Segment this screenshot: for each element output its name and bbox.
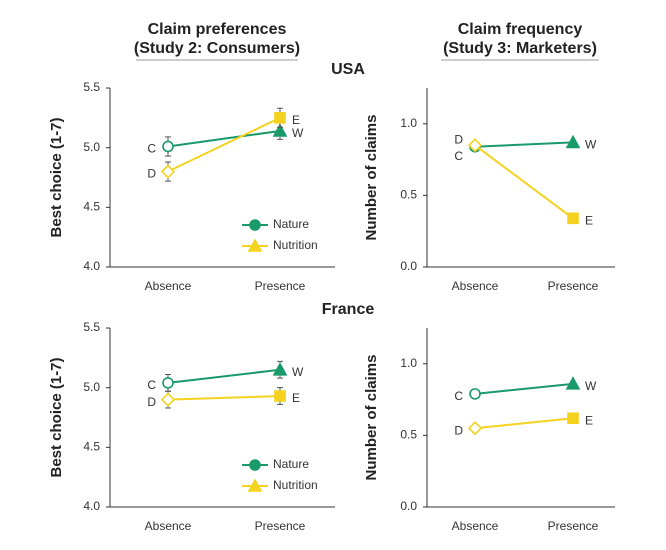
x-tick-label: Absence <box>145 519 192 533</box>
x-tick-label: Presence <box>548 279 599 293</box>
point-label: W <box>292 126 304 140</box>
legend-label: Nature <box>273 217 309 231</box>
point <box>467 138 483 153</box>
series-line <box>474 141 574 148</box>
point <box>160 164 176 179</box>
point <box>467 421 483 436</box>
y-tick-label: 5.0 <box>83 380 100 394</box>
point-label: C <box>147 378 156 392</box>
point-label: D <box>147 395 156 409</box>
y-tick-label: 1.0 <box>400 356 417 370</box>
series-line <box>167 368 281 384</box>
point <box>274 390 286 402</box>
y-tick-label: 4.5 <box>83 200 100 214</box>
point-label: E <box>292 391 300 405</box>
point <box>469 388 481 400</box>
point <box>567 212 579 225</box>
y-tick-label: 5.5 <box>83 80 100 94</box>
row-title: France <box>322 301 375 318</box>
y-tick-label: 5.0 <box>83 140 100 154</box>
y-tick-label: 0.5 <box>400 428 417 442</box>
point <box>565 134 581 149</box>
point <box>272 362 288 376</box>
y-tick-label: 4.5 <box>83 440 100 454</box>
point-label: E <box>292 113 300 127</box>
series-line <box>474 417 574 430</box>
point-label: E <box>585 213 593 227</box>
point-label: D <box>454 423 463 437</box>
column-subtitle: (Study 2: Consumers) <box>134 40 300 57</box>
point <box>272 123 288 137</box>
y-axis-label: Best choice (1-7) <box>48 357 65 477</box>
row-title: USA <box>331 61 365 78</box>
y-tick-label: 0.0 <box>400 499 417 513</box>
point-label: D <box>454 132 463 146</box>
x-tick-label: Presence <box>548 519 599 533</box>
series-line <box>167 129 281 148</box>
y-tick-label: 0.0 <box>400 259 417 273</box>
point-label: C <box>454 149 463 163</box>
point <box>162 377 174 389</box>
point-label: E <box>585 413 593 427</box>
point-label: W <box>292 365 304 379</box>
point <box>567 412 579 425</box>
point <box>249 459 261 471</box>
x-tick-label: Absence <box>452 519 499 533</box>
point-label: C <box>454 389 463 403</box>
series-line <box>474 144 574 220</box>
point <box>160 392 176 407</box>
series-line <box>474 382 574 395</box>
point-label: C <box>147 142 156 156</box>
legend-label: Nature <box>273 457 309 471</box>
y-tick-label: 5.5 <box>83 320 100 334</box>
legend-label: Nutrition <box>273 238 318 252</box>
y-axis-label: Best choice (1-7) <box>48 117 65 237</box>
point-label: W <box>585 379 597 393</box>
x-tick-label: Presence <box>255 279 306 293</box>
legend-label: Nutrition <box>273 478 318 492</box>
point <box>247 238 263 252</box>
series-line <box>167 116 281 173</box>
column-title: Claim preferences <box>148 21 287 38</box>
y-tick-label: 1.0 <box>400 116 417 130</box>
column-title: Claim frequency <box>458 21 583 38</box>
y-axis-label: Number of claims <box>363 355 380 481</box>
x-tick-label: Absence <box>452 279 499 293</box>
y-tick-label: 4.0 <box>83 259 100 273</box>
column-subtitle: (Study 3: Marketers) <box>443 40 597 57</box>
x-tick-label: Presence <box>255 519 306 533</box>
y-axis-label: Number of claims <box>363 115 380 241</box>
point <box>162 140 174 153</box>
point-label: W <box>585 138 597 152</box>
point <box>249 219 261 231</box>
point <box>247 478 263 492</box>
series-line <box>167 395 281 401</box>
y-tick-label: 4.0 <box>83 499 100 513</box>
point <box>274 112 286 124</box>
y-tick-label: 0.5 <box>400 188 417 202</box>
x-tick-label: Absence <box>145 279 192 293</box>
point-label: D <box>147 167 156 181</box>
point <box>565 376 581 390</box>
